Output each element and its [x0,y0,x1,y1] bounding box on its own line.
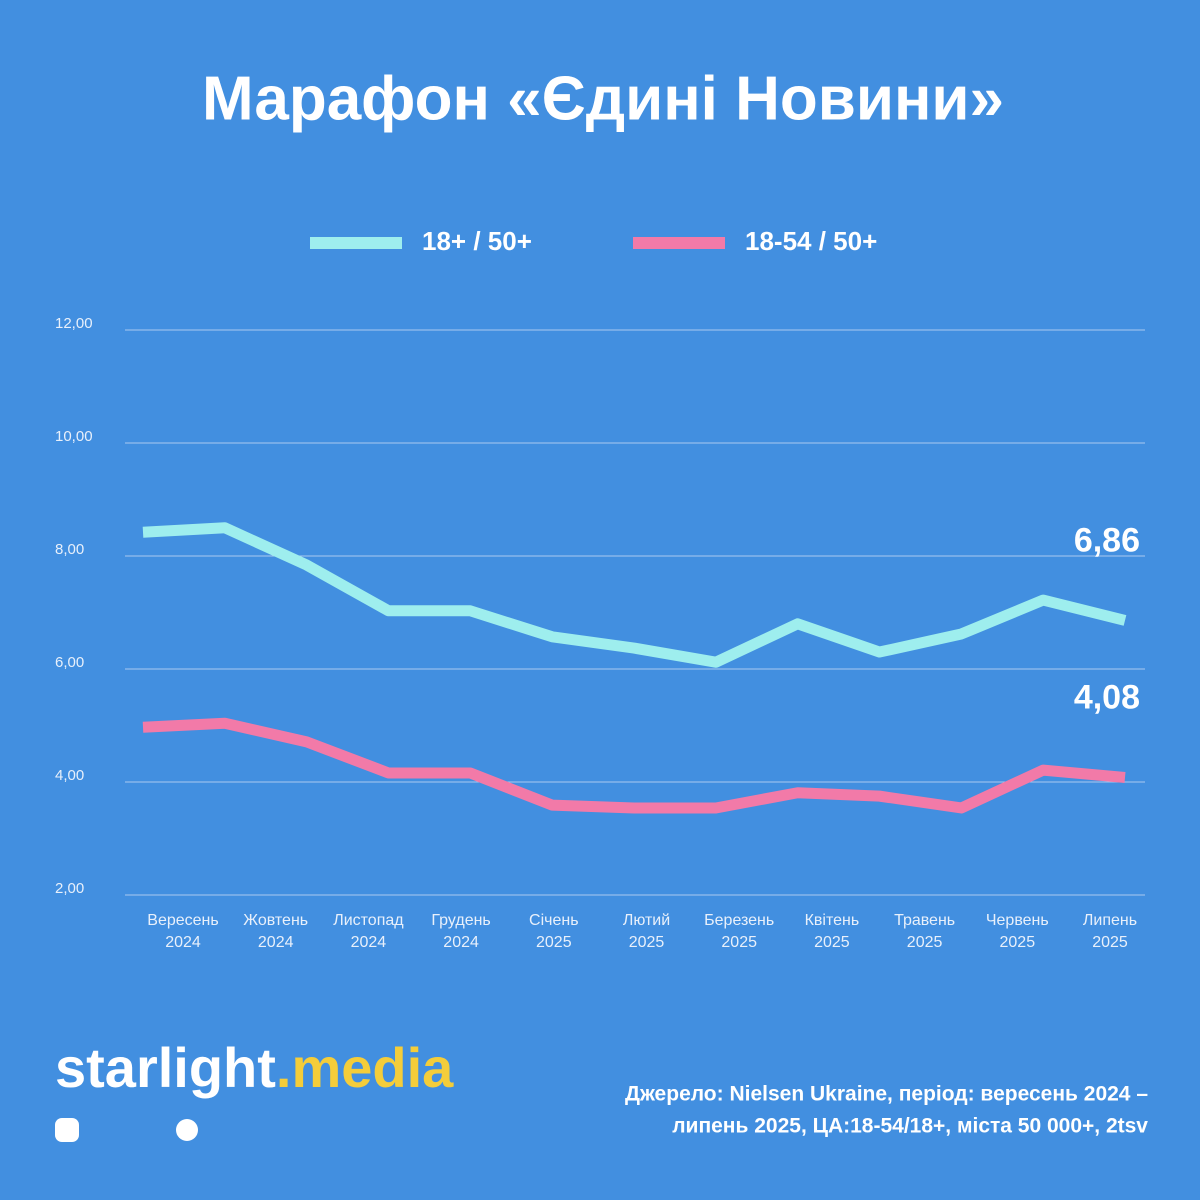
series-line [142,522,1127,668]
legend-label: 18+ / 50+ [422,226,532,256]
y-tick-label: 4,00 [55,767,84,784]
x-tick-label-line: 2024 [165,934,201,951]
x-tick-label-line: 2024 [351,934,387,951]
value-label: 4,08 [1074,678,1140,716]
y-tick-label: 10,00 [55,428,93,445]
x-tick-label-line: 2024 [258,934,294,951]
x-tick-label: Квітень 2025 [805,912,860,951]
x-tick-label: Травень 2025 [894,912,955,951]
x-tick-label-line: Грудень [431,912,490,929]
x-tick-label-line: Травень [894,912,955,929]
brand-name: starlight [55,1036,276,1099]
x-tick-label: Липень 2025 [1083,912,1137,951]
source: Джерело: Nielsen Ukraine, період: вересе… [625,1083,1148,1106]
legend-label: 18-54 / 50+ [745,226,877,256]
icon [55,1118,79,1142]
x-tick-label-line: 2025 [1000,934,1036,951]
x-tick-label-line: 2025 [721,934,757,951]
y-tick-label: 12,00 [55,315,93,332]
x-tick-label-line: Жовтень [243,912,308,929]
y-tick-label: 2,00 [55,880,84,897]
x-tick-label: Січень 2025 [529,912,579,951]
x-tick-label-line: 2024 [443,934,479,951]
brand-accent: .media [276,1036,454,1099]
x-tick-label: Грудень 2024 [431,912,490,951]
x-tick-label: Листопад 2024 [333,912,404,951]
series-line [142,717,1126,814]
brand: starlight.media [55,1036,454,1099]
x-tick-label-line: 2025 [536,934,572,951]
x-tick-label-line: 2025 [629,934,665,951]
y-tick-label: 8,00 [55,541,84,558]
x-tick-label: Вересень 2024 [147,912,218,951]
icon [176,1119,198,1141]
x-tick-label-line: Березень [704,912,774,929]
x-tick-label-line: Лютий [623,912,670,929]
y-tick-label: 6,00 [55,654,84,671]
x-tick-label-line: Червень [986,912,1049,929]
x-tick-label: Жовтень 2024 [243,912,308,951]
chart-title: Марафон «Єдині Новини» [202,64,1004,133]
x-tick-label-line: 2025 [907,934,943,951]
x-tick-label: Березень 2025 [704,912,774,951]
channel-icons [55,1118,198,1142]
x-tick-label-line: Квітень [805,912,860,929]
x-tick-label-line: Липень [1083,912,1137,929]
x-tick-label-line: Листопад [333,912,404,929]
x-tick-label: Червень 2025 [986,912,1049,951]
x-tick-label: Лютий 2025 [623,912,670,951]
value-label: 6,86 [1074,521,1140,559]
x-tick-label-line: Вересень [147,912,218,929]
x-tick-label-line: Січень [529,912,579,929]
x-tick-label-line: 2025 [1092,934,1128,951]
source: липень 2025, ЦА:18-54/18+, міста 50 000+… [672,1115,1148,1138]
x-tick-label-line: 2025 [814,934,850,951]
